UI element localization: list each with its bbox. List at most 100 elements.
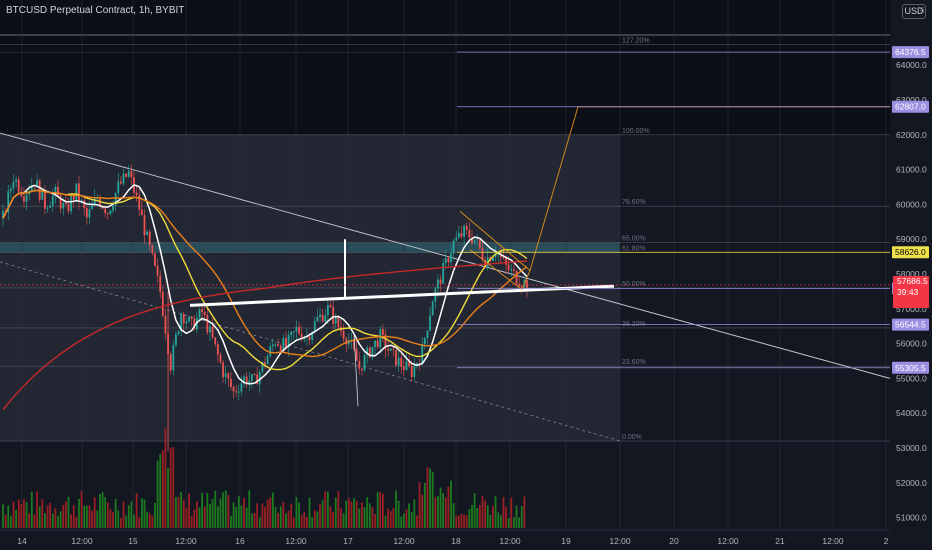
volume-bar [452,503,455,528]
candle-body [227,373,230,379]
volume-bar [41,499,44,528]
candle-body [230,378,232,388]
symbol-title[interactable]: BTCUSD Perpetual Contract, 1h, BYBIT [6,5,185,16]
candle-body [277,344,279,346]
volume-bar [266,499,269,528]
candle-body [285,338,287,348]
volume-bar [374,514,376,528]
volume-bar [295,497,298,528]
volume-bar [169,447,172,528]
candle-body [287,335,290,348]
candle-body [154,253,156,266]
candle-body [85,208,88,218]
x-tick-label: 12:00 [71,536,93,546]
y-tick-label: 61000.0 [896,165,927,175]
candle-body [156,265,159,276]
candle-body [59,195,62,209]
volume-bar [219,498,222,528]
candle-body [505,257,507,265]
volume-bar [395,490,397,528]
volume-bar [125,515,128,528]
candle-body [313,321,316,332]
ma-yellow [2,189,528,371]
candle-body [237,391,240,393]
fib-zone [0,242,620,253]
volume-bar [38,506,41,528]
volume-bar [421,494,424,528]
volume-bar [203,506,206,528]
currency-button[interactable]: USD [902,4,926,19]
x-tick-label: 12:00 [285,536,307,546]
volume-bar [264,507,266,528]
candle-body [240,383,243,392]
candle-body [334,316,337,324]
y-tick-label: 54000.0 [896,408,927,418]
volume-bar [193,509,196,528]
bar-countdown: 39:43 [897,286,919,297]
candle-body [46,207,49,209]
volume-bar [182,500,185,528]
candle-body [447,258,450,263]
fib-label: 65.00% [622,236,646,243]
volume-bar [476,507,479,528]
volume-bar [379,492,382,528]
volume-bar [80,491,83,528]
candle-body [347,340,350,345]
volume-bar [99,493,101,528]
candle-body [222,362,224,378]
volume-bar [164,428,167,528]
volume-bar [306,517,308,528]
volume-bar [96,510,99,528]
candle-body [72,196,75,200]
drawn-line [353,333,359,407]
volume-bar [389,511,392,528]
candle-body [2,211,4,219]
current-price-value: 57686.5 [897,276,928,286]
candle-body [429,315,431,331]
trendline [0,132,891,379]
candle-body [311,331,314,340]
candle-body [353,340,355,350]
volume-bar [9,515,12,528]
volume-bar [431,471,434,528]
ma-red [2,260,528,411]
candle-body [266,355,269,365]
candle-body [439,279,442,284]
volume-bar [30,491,33,528]
candle-body [112,205,114,211]
volume-bar [222,492,224,528]
volume-bar [308,497,311,528]
volume-bar [114,498,117,528]
volume-bar [418,481,421,528]
volume-bar [371,507,374,528]
candle-body [245,376,248,385]
candle-body [321,314,324,322]
volume-bar [515,505,518,528]
volume-bar [198,507,201,528]
candle-body [413,365,416,377]
candle-body [292,331,295,333]
candle-body [151,245,154,254]
volume-bar [463,514,466,528]
fib-label: 127.20% [622,37,650,44]
candle-body [421,344,424,364]
y-tick-label: 59000.0 [896,234,927,244]
volume-bar [368,503,371,528]
candle-body [104,208,107,214]
volume-bar [486,505,489,528]
volume-bar [93,497,96,528]
candle-body [319,314,321,317]
x-tick-label: 12:00 [499,536,521,546]
volume-bar [44,513,46,528]
volume-bar [518,517,521,528]
candle-body [494,254,497,258]
volume-bar [243,497,245,528]
x-tick-label: 12:00 [822,536,844,546]
volume-bar [159,454,162,528]
x-tick-label: 12:00 [175,536,197,546]
volume-bar [235,507,238,528]
x-tick-label: 14 [17,536,27,546]
fib-label: 100.00% [622,128,650,135]
volume-bar [376,492,379,528]
